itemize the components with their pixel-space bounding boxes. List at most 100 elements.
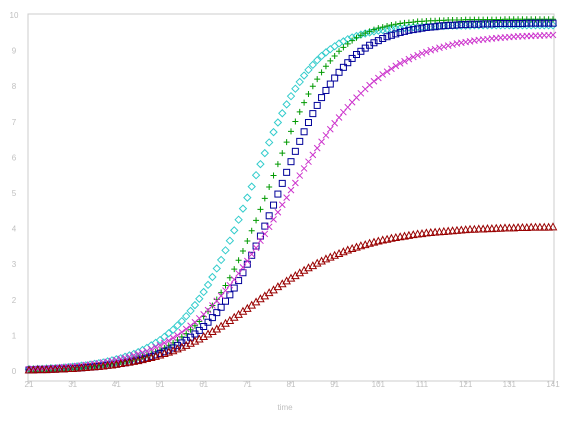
square-marker: [195, 326, 203, 334]
triangle-marker: [448, 226, 457, 235]
square-marker: [409, 26, 417, 34]
square-marker: [208, 314, 216, 322]
square-marker: [431, 23, 439, 31]
y-tick-label: 9: [12, 47, 17, 56]
square-marker: [383, 33, 391, 41]
y-tick-label: 6: [12, 153, 17, 162]
plus-marker: [550, 16, 556, 23]
diamond-marker: [286, 91, 296, 101]
square-marker: [287, 158, 295, 166]
square-marker: [379, 34, 387, 42]
triangle-marker: [500, 223, 510, 232]
x-marker: [287, 186, 295, 194]
plus-marker: [196, 318, 203, 325]
x-tick-label: 61: [199, 380, 208, 389]
plus-marker: [178, 333, 185, 340]
series-x: [25, 31, 557, 373]
x-tick-label: 91: [330, 380, 339, 389]
triangle-marker: [509, 223, 519, 232]
x-marker: [130, 351, 138, 359]
diamond-marker: [291, 84, 300, 93]
triangle-marker: [544, 222, 553, 231]
series-triangle: [24, 222, 558, 374]
diamond-marker: [299, 71, 309, 80]
plus-marker: [366, 28, 373, 35]
triangle-marker: [72, 363, 82, 372]
diamond-marker: [269, 127, 278, 137]
square-marker: [335, 68, 343, 76]
triangle-marker: [37, 365, 47, 374]
triangle-marker: [491, 223, 501, 232]
y-tick-label: 8: [12, 82, 17, 91]
x-marker: [235, 270, 242, 277]
triangle-marker: [68, 363, 78, 373]
plus-marker: [388, 21, 395, 28]
x-marker: [305, 158, 312, 166]
diamond-marker: [168, 325, 178, 334]
plus-marker: [205, 308, 212, 315]
triangle-marker: [465, 224, 475, 233]
triangle-marker: [526, 222, 536, 231]
diamond-marker: [260, 148, 270, 158]
x-marker: [370, 77, 378, 85]
square-marker: [492, 20, 500, 28]
square-marker: [213, 309, 221, 317]
x-tick-label: 51: [156, 380, 165, 389]
triangle-marker: [518, 222, 527, 232]
x-tick-label: 101: [372, 380, 386, 389]
square-marker: [549, 19, 557, 27]
diamond-marker: [304, 65, 313, 75]
square-marker: [418, 24, 426, 32]
x-marker: [313, 144, 321, 152]
x-marker: [549, 31, 557, 39]
square-marker: [300, 128, 308, 136]
square-marker: [318, 94, 326, 102]
triangle-marker: [548, 222, 558, 231]
square-marker: [226, 291, 234, 299]
plus-marker: [253, 217, 260, 224]
x-marker: [283, 194, 290, 201]
square-marker: [444, 21, 452, 29]
square-marker: [545, 19, 553, 27]
square-marker: [256, 232, 264, 240]
x-marker: [169, 334, 177, 342]
square-marker: [309, 110, 317, 118]
plus-marker: [392, 21, 399, 28]
plus-marker: [322, 63, 329, 70]
plus-marker: [318, 69, 325, 76]
triangle-marker: [50, 364, 60, 373]
square-marker: [479, 20, 487, 28]
diamond-marker: [273, 118, 283, 127]
plus-marker: [261, 195, 268, 202]
diamond-marker: [317, 51, 326, 61]
diamond-marker: [164, 329, 173, 338]
x-marker: [217, 292, 225, 300]
diamond-marker: [369, 27, 379, 36]
square-marker: [344, 59, 352, 67]
diamond-marker: [208, 272, 217, 282]
diamond-marker: [181, 311, 191, 321]
square-marker: [470, 20, 478, 28]
diamond-marker: [264, 138, 274, 147]
y-tick-label: 3: [12, 260, 17, 269]
diamond-marker: [548, 21, 558, 30]
triangle-marker: [474, 224, 484, 233]
square-marker: [304, 119, 312, 127]
square-marker: [466, 20, 474, 28]
square-marker: [396, 28, 404, 36]
square-marker: [488, 20, 496, 28]
x-marker: [230, 276, 238, 283]
square-marker: [475, 20, 483, 28]
diamond-marker: [216, 255, 226, 265]
x-marker: [335, 114, 343, 121]
y-tick-label: 10: [10, 11, 19, 20]
diamond-marker: [230, 226, 239, 235]
square-marker: [523, 19, 531, 27]
square-marker: [366, 41, 374, 49]
x-tick-label: 31: [68, 380, 77, 389]
x-marker: [270, 215, 277, 223]
triangle-marker: [456, 225, 466, 234]
y-axis-ticks: 0 1 2 3 4 5 6 7 8 9 10: [10, 11, 19, 376]
x-marker: [248, 250, 256, 258]
x-marker: [296, 172, 304, 179]
